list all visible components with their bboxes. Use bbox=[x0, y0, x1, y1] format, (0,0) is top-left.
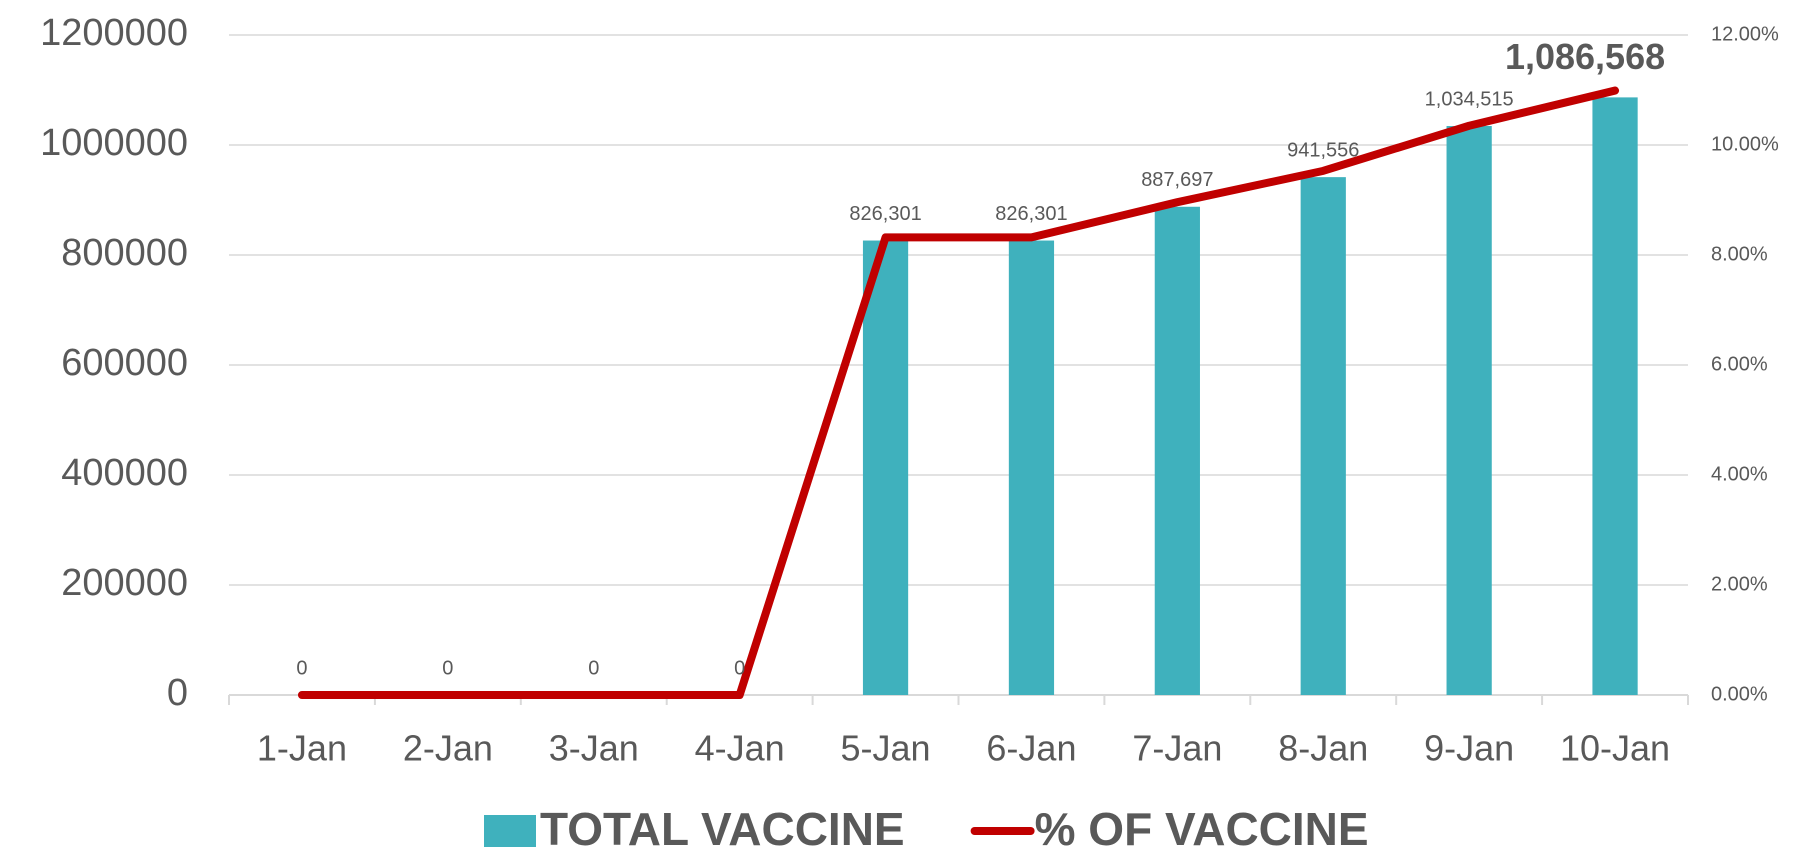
y2-tick-label: 12.00% bbox=[1711, 23, 1779, 45]
y2-tick-label: 0.00% bbox=[1711, 683, 1768, 705]
bar bbox=[1008, 240, 1055, 695]
data-label: 826,301 bbox=[849, 203, 921, 225]
data-label: 0 bbox=[296, 657, 307, 679]
x-tick-label: 2-Jan bbox=[403, 728, 493, 769]
y-tick-label: 600000 bbox=[61, 342, 188, 384]
x-tick-label: 7-Jan bbox=[1132, 728, 1222, 769]
data-label: 0 bbox=[588, 657, 599, 679]
y-tick-label: 1200000 bbox=[40, 12, 188, 54]
y2-tick-label: 6.00% bbox=[1711, 353, 1768, 375]
data-label: 1,086,568 bbox=[1505, 36, 1665, 77]
bar bbox=[862, 240, 909, 695]
x-tick-label: 1-Jan bbox=[257, 728, 347, 769]
y2-tick-label: 10.00% bbox=[1711, 133, 1779, 155]
y2-tick-label: 4.00% bbox=[1711, 463, 1768, 485]
y2-tick-label: 8.00% bbox=[1711, 243, 1768, 265]
y-tick-label: 1000000 bbox=[40, 122, 188, 164]
line bbox=[297, 86, 1620, 699]
x-tick-label: 9-Jan bbox=[1424, 728, 1514, 769]
data-label: 0 bbox=[442, 657, 453, 679]
bar bbox=[1592, 97, 1638, 696]
x-tick-label: 10-Jan bbox=[1560, 728, 1670, 769]
x-tick-label: 8-Jan bbox=[1278, 728, 1368, 769]
x-tick-label: 6-Jan bbox=[986, 728, 1076, 769]
data-label: 826,301 bbox=[995, 203, 1067, 225]
data-label: 887,697 bbox=[1141, 169, 1213, 191]
data-label: 941,556 bbox=[1287, 139, 1359, 161]
data-label: 0 bbox=[734, 657, 745, 679]
y-tick-label: 800000 bbox=[61, 232, 188, 274]
x-tick-label: 3-Jan bbox=[549, 728, 639, 769]
data-label: 1,034,515 bbox=[1425, 88, 1514, 110]
x-tick-label: 4-Jan bbox=[695, 728, 785, 769]
bar bbox=[1154, 206, 1200, 695]
y-tick-label: 200000 bbox=[61, 562, 188, 604]
legend-label: TOTAL VACCINE bbox=[540, 803, 905, 848]
x-tick-label: 5-Jan bbox=[841, 728, 931, 769]
bar bbox=[1446, 126, 1492, 696]
y-tick-label: 400000 bbox=[61, 452, 188, 494]
bar bbox=[1300, 177, 1346, 696]
y2-tick-label: 2.00% bbox=[1711, 573, 1768, 595]
legend-label: % OF VACCINE bbox=[1035, 803, 1369, 848]
legend-swatch bbox=[484, 815, 536, 847]
y-tick-label: 0 bbox=[167, 672, 188, 714]
